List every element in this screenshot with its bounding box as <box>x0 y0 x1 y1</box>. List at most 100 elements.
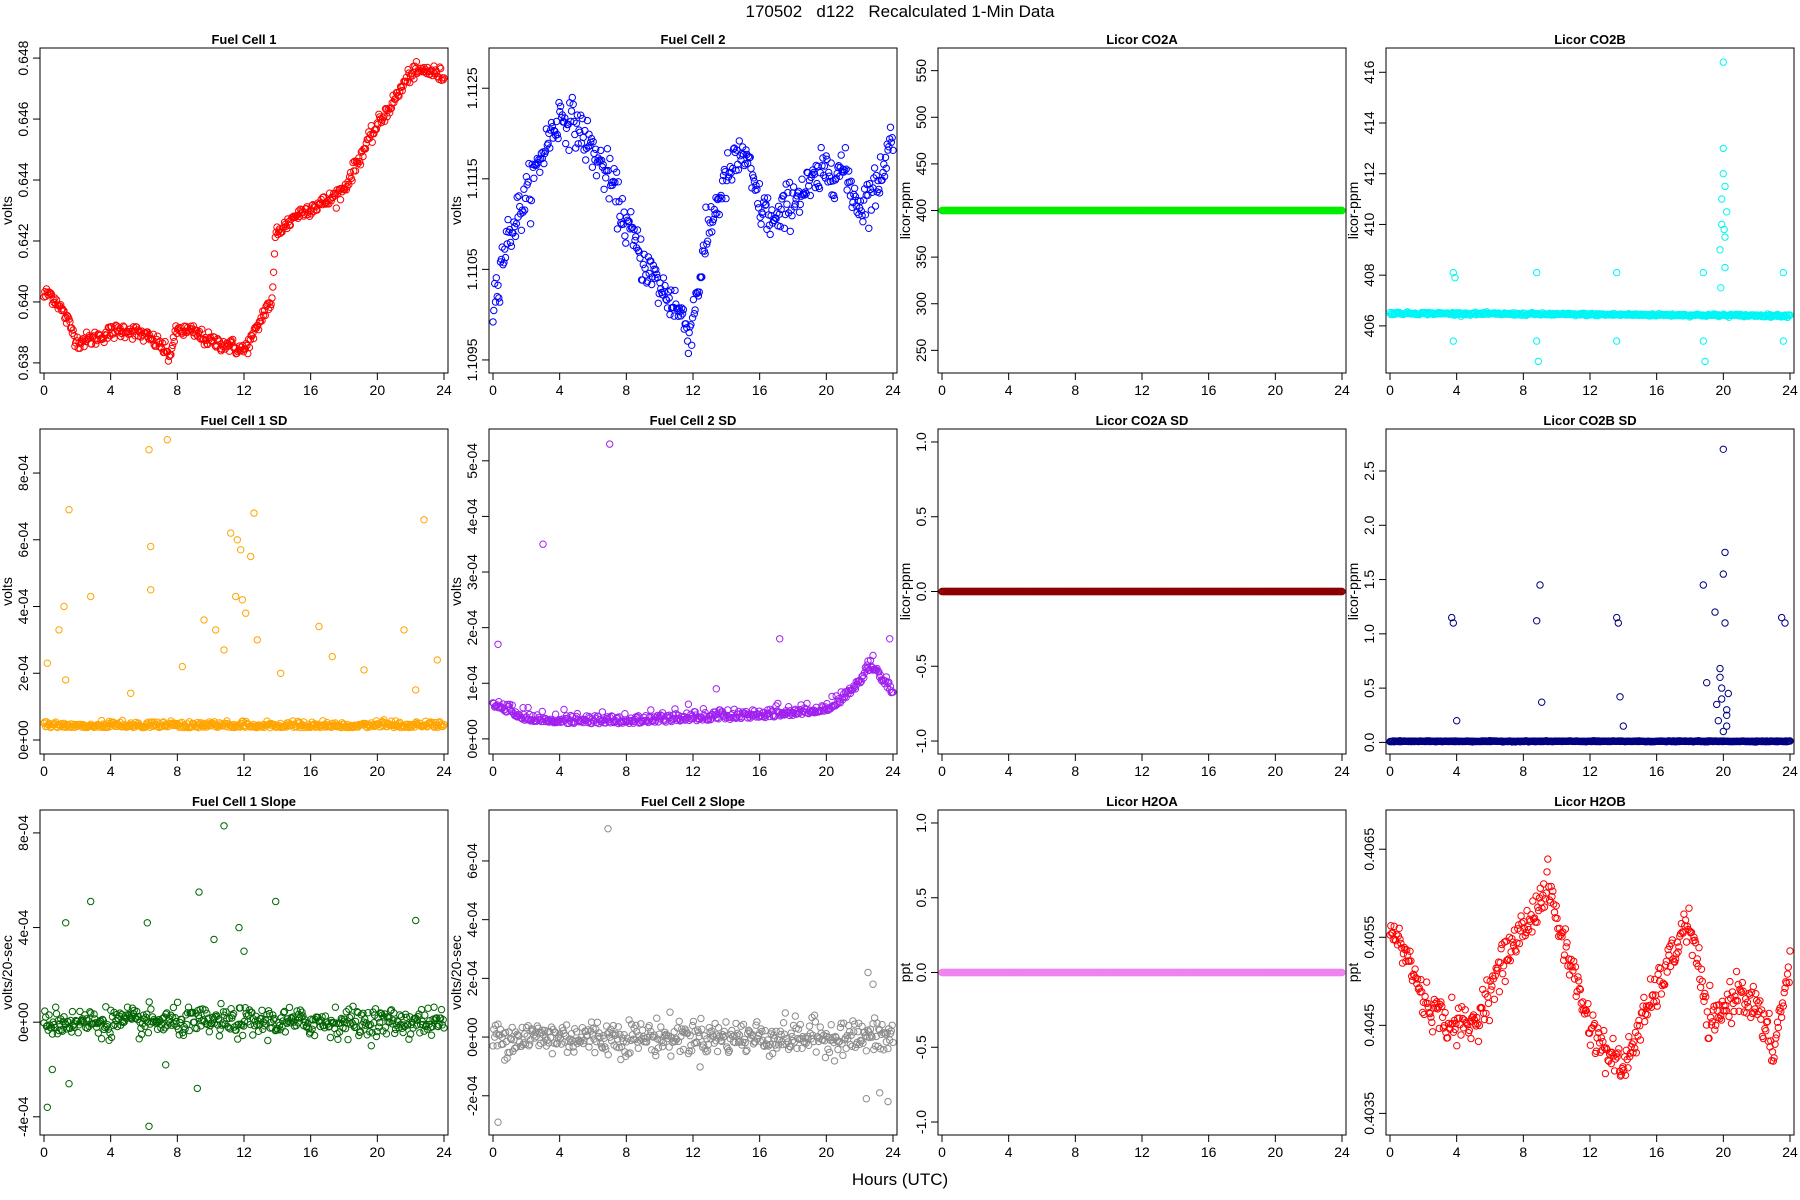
data-point <box>60 602 68 611</box>
data-point <box>846 192 855 200</box>
data-point <box>679 305 688 314</box>
y-tick-label: 0e+00 <box>15 1002 31 1042</box>
data-point <box>872 171 880 180</box>
data-point <box>562 139 570 148</box>
data-point <box>606 440 614 448</box>
data-point <box>724 149 732 157</box>
data-point <box>780 224 789 233</box>
data-point <box>173 998 182 1006</box>
x-tick-label: 12 <box>1134 382 1150 398</box>
data-point <box>1449 337 1458 345</box>
y-tick-label: 4e-04 <box>15 909 31 945</box>
data-point <box>52 296 61 304</box>
data-point <box>254 322 262 330</box>
data-point <box>1716 246 1724 254</box>
data-point <box>145 331 153 339</box>
data-point <box>887 138 895 147</box>
data-point <box>755 180 764 188</box>
data-point <box>548 1050 556 1058</box>
data-point <box>1718 195 1726 203</box>
data-point <box>210 935 218 944</box>
data-point <box>639 260 647 269</box>
data-point <box>237 546 245 554</box>
data-point <box>678 310 687 318</box>
data-point <box>551 710 560 718</box>
data-point <box>636 254 644 262</box>
x-tick-label: 8 <box>622 382 630 398</box>
data-point <box>653 270 661 278</box>
data-point <box>880 172 889 181</box>
data-point <box>621 710 629 718</box>
data-point <box>760 194 769 202</box>
data-point <box>533 154 541 163</box>
x-tick-label: 0 <box>40 382 48 398</box>
data-point <box>868 188 876 197</box>
data-point <box>875 189 884 197</box>
data-point <box>1703 679 1711 687</box>
panel-title: Fuel Cell 2 <box>660 32 725 47</box>
data-point <box>530 174 538 183</box>
x-tick-label: 4 <box>556 763 564 779</box>
data-point <box>573 111 581 119</box>
x-tick-label: 24 <box>436 763 452 779</box>
data-point <box>817 143 825 152</box>
y-tick-label: 0.648 <box>15 40 31 75</box>
data-point <box>747 164 755 173</box>
data-point <box>851 192 860 201</box>
y-tick-label: 450 <box>913 152 929 176</box>
data-point <box>691 306 699 314</box>
data-point <box>521 206 529 214</box>
data-point <box>229 335 237 344</box>
x-tick-label: 8 <box>1071 763 1079 779</box>
data-point <box>771 214 779 222</box>
y-tick-label: 414 <box>1361 111 1377 135</box>
x-tick-label: 24 <box>885 1144 901 1160</box>
data-point <box>675 304 683 312</box>
data-point <box>412 58 421 66</box>
data-point <box>232 592 240 601</box>
data-point <box>41 1007 49 1015</box>
x-tick-label: 4 <box>107 1144 115 1160</box>
y-tick-label: 0e+00 <box>464 1017 480 1057</box>
y-tick-label: 8e-04 <box>15 455 31 491</box>
data-point <box>1721 182 1729 191</box>
x-tick-label: 20 <box>1268 382 1284 398</box>
data-point <box>581 126 589 135</box>
data-point <box>815 184 824 193</box>
x-tick-label: 4 <box>1453 382 1461 398</box>
data-point <box>695 288 703 296</box>
x-tick-label: 0 <box>40 763 48 779</box>
panel-title: Fuel Cell 2 Slope <box>641 794 745 809</box>
data-point <box>63 311 72 320</box>
data-point <box>702 203 710 211</box>
x-tick-label: 8 <box>173 382 181 398</box>
data-point <box>779 192 787 200</box>
x-tick-label: 0 <box>40 1144 48 1160</box>
data-point <box>827 159 835 167</box>
data-point <box>147 1005 155 1013</box>
y-tick-label: 2.5 <box>1361 461 1377 481</box>
y-tick-label: 1.1095 <box>464 338 480 381</box>
data-point <box>506 238 515 247</box>
data-point <box>789 183 798 191</box>
data-point <box>69 326 77 334</box>
data-point <box>489 318 497 326</box>
data-point <box>777 205 785 214</box>
y-axis-label: licor-ppm <box>897 182 913 240</box>
data-point <box>1716 664 1724 673</box>
data-point <box>1699 268 1708 277</box>
y-tick-label: 0e+00 <box>464 719 480 759</box>
series-points <box>40 58 448 365</box>
data-point <box>663 296 671 304</box>
data-point <box>1719 58 1728 66</box>
data-point <box>351 167 360 175</box>
data-point <box>360 666 368 674</box>
data-point <box>361 145 370 153</box>
data-point <box>242 609 250 617</box>
data-point <box>410 75 418 83</box>
data-point <box>338 188 346 196</box>
data-point <box>524 178 532 186</box>
panel-title: Licor CO2B <box>1554 32 1626 47</box>
